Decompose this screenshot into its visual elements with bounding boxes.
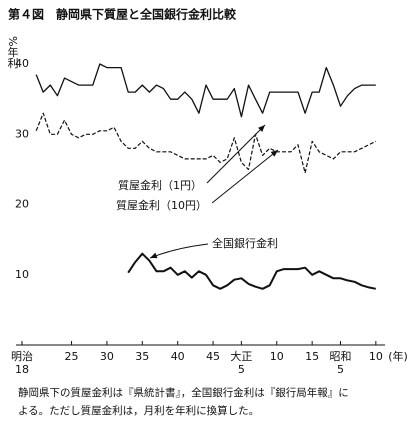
annotation-arrow (206, 124, 266, 184)
series-line (35, 63, 376, 118)
x-tick-label: 25 (65, 350, 79, 363)
x-tick-era: 昭和 (329, 350, 351, 363)
series-line (127, 252, 376, 290)
annotation-arrow (149, 243, 209, 259)
chart-title: 第４図 静岡県下質屋と全国銀行金利比較 (8, 7, 237, 22)
x-tick-era: 明治 (11, 349, 33, 363)
y-tick-label: 10 (15, 268, 29, 281)
x-tick-label: 5 (238, 363, 245, 376)
x-axis-unit: (年) (388, 349, 408, 363)
series-line (35, 112, 377, 174)
x-tick-label: 10 (270, 350, 284, 363)
annotation-arrow (211, 149, 279, 204)
y-tick-label: 20 (15, 198, 29, 211)
x-tick-label: 15 (305, 350, 319, 363)
x-tick-label: 10 (369, 350, 383, 363)
note: 静岡県下の質屋金利は『県統計書』，全国銀行金利は『銀行局年報』に (18, 386, 349, 399)
x-tick-label: 18 (15, 363, 29, 376)
series-label: 質屋金利（10円） (116, 198, 207, 212)
series-label: 質屋金利（1円） (118, 178, 202, 192)
x-tick-label: 45 (206, 350, 220, 363)
note: よる。ただし質屋金利は，月利を年利に換算した。 (18, 404, 259, 417)
x-tick-label: 5 (337, 363, 344, 376)
y-tick-label: 40 (15, 57, 29, 70)
series-label: 全国銀行金利 (212, 236, 278, 250)
x-tick-label: 40 (171, 350, 185, 363)
x-tick-label: 35 (135, 350, 149, 363)
x-tick-era: 大正 (230, 349, 252, 363)
y-tick-label: 30 (15, 127, 29, 140)
y-axis-label: %年利 (6, 36, 19, 68)
x-tick-label: 30 (100, 350, 114, 363)
